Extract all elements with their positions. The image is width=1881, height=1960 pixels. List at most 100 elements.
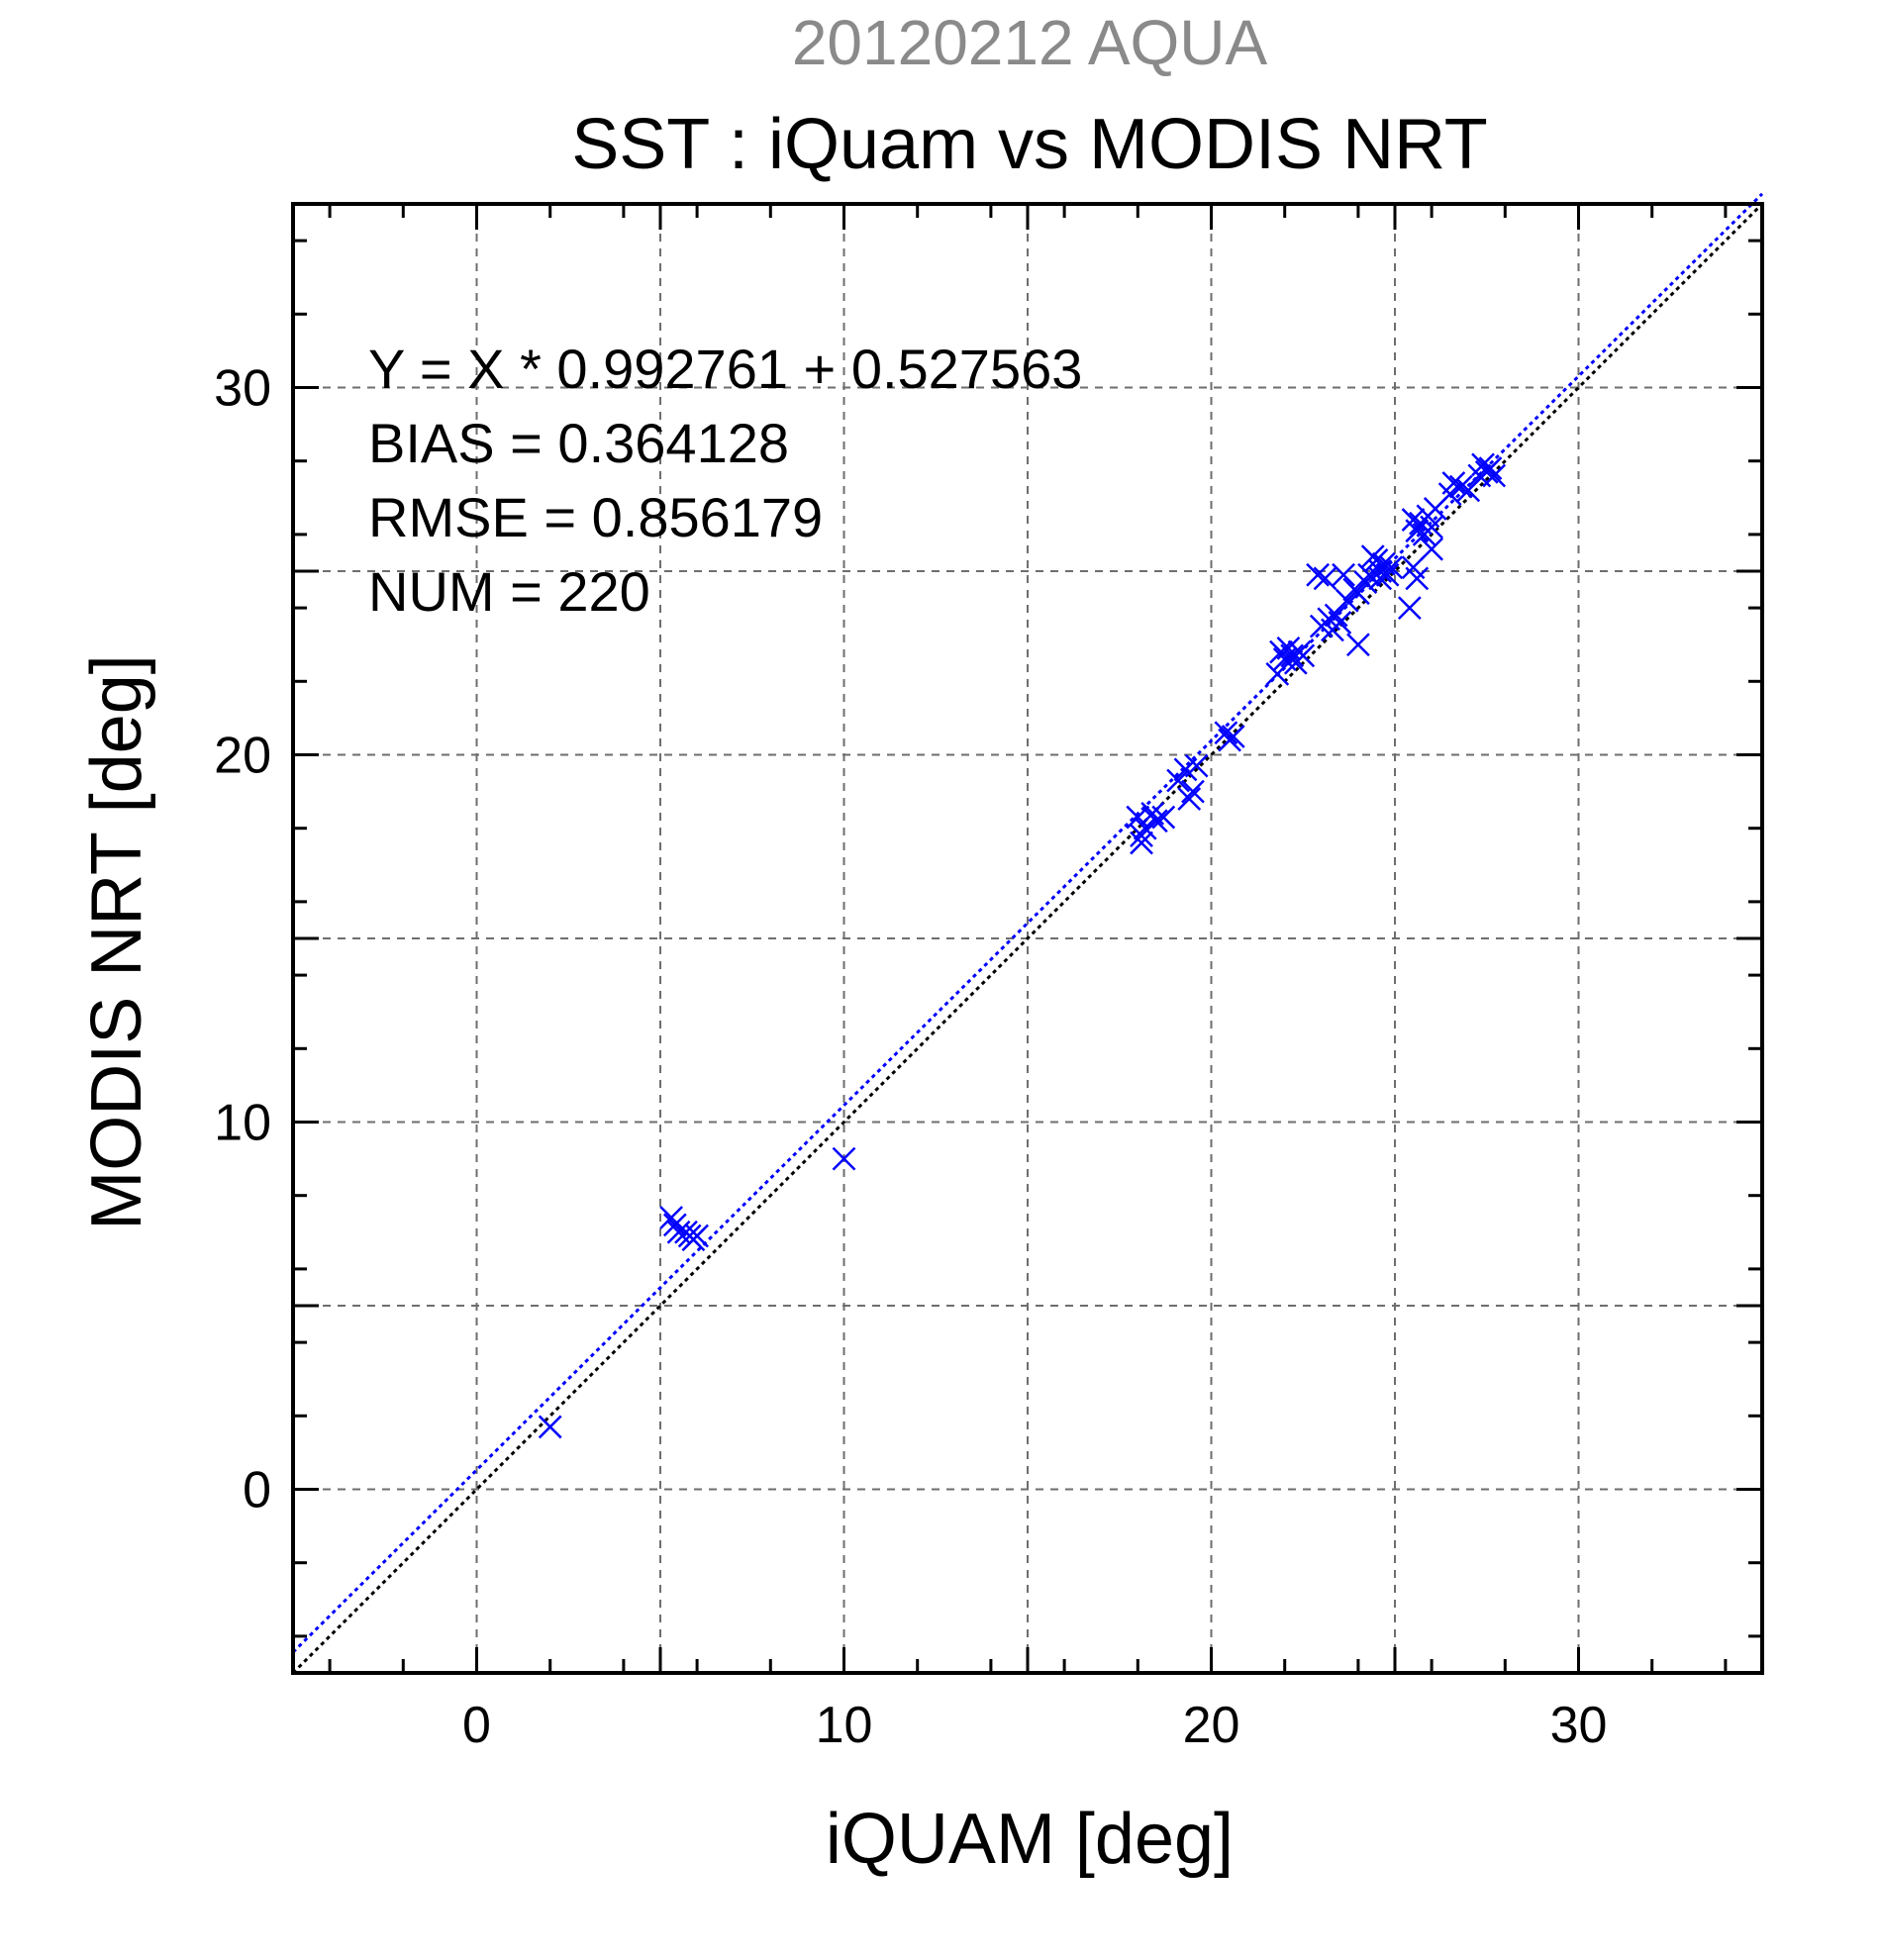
data-point-mark <box>832 1146 856 1171</box>
data-point <box>1166 768 1190 793</box>
data-point-mark <box>1126 805 1150 830</box>
data-point <box>1151 805 1176 830</box>
data-point <box>1306 562 1330 587</box>
data-point <box>1360 544 1385 569</box>
data-point-mark <box>1420 537 1443 561</box>
data-point <box>1482 463 1507 488</box>
data-point-mark <box>1306 562 1330 587</box>
data-point-mark <box>1405 566 1430 591</box>
data-point <box>1346 581 1370 606</box>
y-tick-label: 20 <box>214 728 271 785</box>
x-tick-label: 20 <box>1183 1697 1240 1754</box>
data-point-mark <box>1482 463 1507 488</box>
data-point-mark <box>1143 809 1168 833</box>
data-point-mark <box>1441 471 1466 495</box>
data-point <box>1441 471 1466 495</box>
data-point <box>1368 566 1393 591</box>
data-point <box>1405 566 1430 591</box>
y-tick-label: 30 <box>214 360 271 418</box>
data-point <box>1265 661 1290 686</box>
data-point <box>832 1146 856 1171</box>
data-markers <box>538 452 1507 1439</box>
data-point <box>1313 566 1337 591</box>
data-point <box>1130 831 1153 855</box>
data-point <box>1335 588 1359 613</box>
data-point <box>1177 787 1202 811</box>
stats-line-num: NUM = 220 <box>368 560 650 623</box>
data-point-mark <box>1184 753 1209 778</box>
plot-frame <box>291 202 1764 1675</box>
y-tick-label: 10 <box>214 1095 271 1152</box>
y-tick-label: 0 <box>243 1462 271 1519</box>
data-point-mark <box>1360 544 1385 569</box>
data-point-mark <box>1478 456 1503 481</box>
data-point <box>1143 809 1168 833</box>
data-point <box>1420 515 1443 539</box>
data-point-mark <box>1280 643 1305 668</box>
data-point-mark <box>1397 596 1422 620</box>
data-point <box>1324 603 1348 628</box>
data-point <box>685 1224 709 1248</box>
y-axis-label: MODIS NRT [deg] <box>77 654 156 1230</box>
data-point-mark <box>1401 508 1426 532</box>
tick-labels: 0 10 20 30 0 10 20 30 <box>214 360 1607 1755</box>
stats-annotation: Y = X * 0.992761 + 0.527563 BIAS = 0.364… <box>368 338 1082 623</box>
data-point <box>1346 633 1370 657</box>
data-point <box>1353 570 1378 595</box>
data-point-mark <box>1313 566 1337 591</box>
stats-line-bias: BIAS = 0.364128 <box>368 412 789 474</box>
minor-ticks <box>293 204 1762 1673</box>
data-point-mark <box>1448 474 1473 499</box>
data-point-mark <box>1332 562 1355 587</box>
plot-area <box>291 192 1764 1675</box>
data-point-mark <box>685 1224 709 1248</box>
data-point <box>1420 537 1443 561</box>
data-point-mark <box>1151 805 1176 830</box>
data-point <box>1397 596 1422 620</box>
data-point <box>1133 816 1157 840</box>
chart-title: SST : iQuam vs MODIS NRT <box>571 105 1488 184</box>
data-point <box>1291 643 1316 668</box>
data-point-mark <box>1177 787 1202 811</box>
data-point <box>1448 474 1473 499</box>
data-point-mark <box>1181 779 1205 804</box>
data-point-mark <box>1335 588 1359 613</box>
stats-line-equation: Y = X * 0.992761 + 0.527563 <box>368 338 1082 400</box>
one-to-one-reference-line <box>291 202 1764 1675</box>
data-point <box>538 1415 562 1439</box>
data-point <box>1184 753 1209 778</box>
data-point <box>1478 456 1503 481</box>
data-point-mark <box>1221 725 1245 748</box>
data-point-mark <box>1291 643 1316 668</box>
data-point <box>662 1213 687 1237</box>
data-point-mark <box>1166 768 1190 793</box>
chart-suptitle: 20120212 AQUA <box>792 7 1268 78</box>
x-axis-label: iQUAM [deg] <box>826 1800 1234 1879</box>
data-point <box>1332 562 1355 587</box>
data-point-mark <box>1353 570 1378 595</box>
data-point-mark <box>1368 566 1393 591</box>
data-point <box>1181 779 1205 804</box>
data-point <box>1456 478 1481 503</box>
data-point-mark <box>538 1415 562 1439</box>
data-point <box>1401 508 1426 532</box>
data-point-mark <box>1133 816 1157 840</box>
data-point-mark <box>1214 721 1238 745</box>
data-point-mark <box>662 1213 687 1237</box>
x-tick-label: 0 <box>462 1697 491 1754</box>
data-point-mark <box>1346 633 1370 657</box>
x-tick-label: 30 <box>1550 1697 1608 1754</box>
data-point-mark <box>1130 831 1153 855</box>
data-point <box>1214 721 1238 745</box>
data-point-mark <box>1324 603 1348 628</box>
data-point <box>1221 725 1245 748</box>
x-tick-label: 10 <box>816 1697 873 1754</box>
data-point <box>1126 805 1150 830</box>
data-point-mark <box>1456 478 1481 503</box>
data-point-mark <box>1375 562 1400 587</box>
data-point <box>1375 562 1400 587</box>
data-point-mark <box>1346 581 1370 606</box>
stats-line-rmse: RMSE = 0.856179 <box>368 486 823 548</box>
data-point-mark <box>1420 515 1443 539</box>
